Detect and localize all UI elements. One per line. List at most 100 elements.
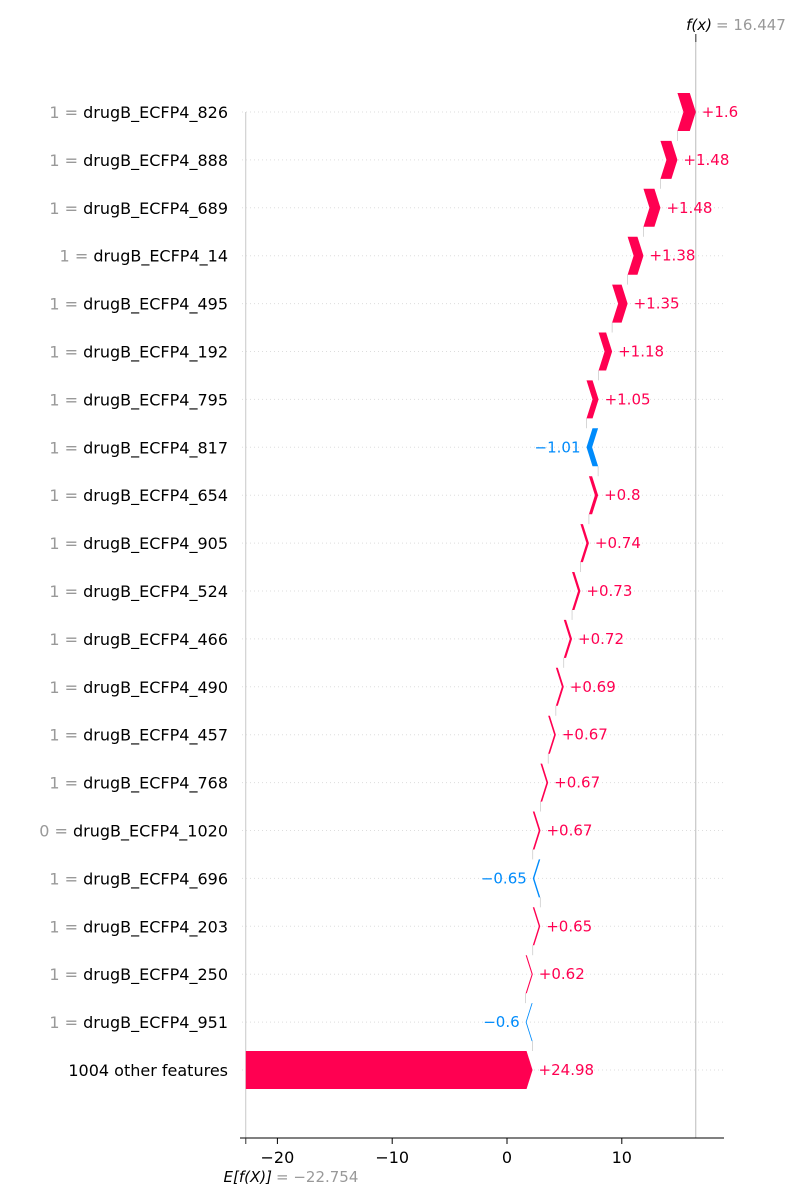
feature-name: drugB_ECFP4_768 bbox=[83, 774, 228, 794]
contribution-label: +0.67 bbox=[546, 822, 592, 840]
output-value-label: = 16.447 bbox=[716, 16, 786, 34]
feature-value: 1 = bbox=[49, 343, 83, 362]
feature-label: 1 = drugB_ECFP4_689 bbox=[49, 199, 228, 219]
feature-name: drugB_ECFP4_817 bbox=[83, 438, 228, 458]
waterfall-bar bbox=[572, 572, 581, 610]
waterfall-bar bbox=[677, 93, 696, 131]
feature-name: drugB_ECFP4_905 bbox=[83, 534, 228, 554]
feature-value: 1 = bbox=[49, 774, 83, 793]
x-tick-label: −10 bbox=[375, 1148, 409, 1167]
waterfall-bar bbox=[540, 763, 549, 802]
base-label: E[f(X)] bbox=[224, 1168, 273, 1186]
waterfall-bar bbox=[586, 380, 599, 419]
feature-name: drugB_ECFP4_696 bbox=[83, 869, 228, 889]
feature-name: drugB_ECFP4_466 bbox=[83, 630, 228, 650]
contribution-label: +0.69 bbox=[570, 678, 616, 696]
feature-value: 1 = bbox=[49, 630, 83, 649]
contribution-label: +0.72 bbox=[578, 630, 624, 648]
contribution-label: +0.74 bbox=[595, 534, 641, 552]
contribution-label: +1.18 bbox=[618, 343, 664, 361]
feature-name: drugB_ECFP4_951 bbox=[83, 1013, 228, 1033]
feature-label: 1 = drugB_ECFP4_524 bbox=[49, 582, 228, 602]
feature-value: 1 = bbox=[49, 295, 83, 314]
feature-name: drugB_ECFP4_250 bbox=[83, 965, 228, 985]
feature-name: drugB_ECFP4_654 bbox=[83, 486, 228, 506]
feature-name: drugB_ECFP4_457 bbox=[83, 726, 228, 746]
feature-label: 1 = drugB_ECFP4_888 bbox=[49, 151, 228, 171]
feature-value: 1 = bbox=[49, 726, 83, 745]
contribution-label: +1.35 bbox=[634, 295, 680, 313]
feature-label: 1 = drugB_ECFP4_192 bbox=[49, 343, 228, 363]
feature-value: 0 = bbox=[39, 822, 73, 841]
contribution-label: −0.6 bbox=[483, 1013, 519, 1031]
feature-name: drugB_ECFP4_689 bbox=[83, 199, 228, 219]
feature-name: drugB_ECFP4_14 bbox=[93, 247, 228, 267]
feature-name: drugB_ECFP4_203 bbox=[83, 917, 228, 937]
feature-value: 1 = bbox=[49, 582, 83, 601]
contribution-label: +0.65 bbox=[546, 917, 592, 935]
feature-label: 0 = drugB_ECFP4_1020 bbox=[39, 822, 228, 842]
x-tick-label: 0 bbox=[502, 1148, 512, 1167]
contribution-label: +0.73 bbox=[586, 582, 632, 600]
waterfall-bar bbox=[580, 524, 589, 563]
contribution-label: +1.38 bbox=[649, 247, 695, 265]
feature-name: drugB_ECFP4_192 bbox=[83, 343, 228, 363]
contribution-label: +1.48 bbox=[683, 151, 729, 169]
waterfall-bar bbox=[627, 236, 644, 275]
contribution-label: +24.98 bbox=[539, 1061, 595, 1079]
waterfall-bar bbox=[245, 1051, 533, 1089]
waterfall-bar bbox=[532, 907, 541, 946]
feature-value: 1 = bbox=[49, 103, 83, 122]
feature-value: 1 = bbox=[49, 1013, 83, 1032]
feature-label: 1 = drugB_ECFP4_490 bbox=[49, 678, 228, 698]
feature-label: 1004 other features bbox=[68, 1061, 228, 1080]
waterfall-bar bbox=[532, 859, 541, 898]
waterfall-bar bbox=[586, 428, 599, 467]
contribution-label: +0.8 bbox=[604, 486, 640, 504]
feature-value: 1 = bbox=[49, 534, 83, 553]
feature-value: 1 = bbox=[49, 486, 83, 505]
feature-value: 1 = bbox=[49, 390, 83, 409]
feature-value: 1 = bbox=[49, 199, 83, 218]
feature-label: 1 = drugB_ECFP4_795 bbox=[49, 390, 228, 410]
contribution-label: −1.01 bbox=[535, 438, 581, 456]
feature-label: 1 = drugB_ECFP4_457 bbox=[49, 726, 228, 746]
feature-value: 1 = bbox=[49, 869, 83, 888]
labels-layer: +1.6 1 = drugB_ECFP4_826 +1.48 1 = drugB_EC… bbox=[39, 103, 738, 1080]
feature-name: drugB_ECFP4_888 bbox=[83, 151, 228, 171]
bars-layer bbox=[245, 93, 696, 1089]
x-axis: −20 −10 0 10 bbox=[240, 1137, 724, 1167]
feature-value: 1 = bbox=[49, 917, 83, 936]
contribution-label: +0.67 bbox=[554, 774, 600, 792]
feature-label: 1 = drugB_ECFP4_203 bbox=[49, 917, 228, 937]
feature-label: 1 = drugB_ECFP4_768 bbox=[49, 774, 228, 794]
feature-label: 1 = drugB_ECFP4_495 bbox=[49, 295, 228, 315]
feature-label: 1 = drugB_ECFP4_654 bbox=[49, 486, 228, 506]
feature-label: 1 = drugB_ECFP4_826 bbox=[49, 103, 228, 123]
annotations: f(x) = 16.447 E[f(X)] = −22.754 bbox=[224, 16, 786, 1186]
contribution-label: −0.65 bbox=[481, 869, 527, 887]
x-tick-label: 10 bbox=[612, 1148, 632, 1167]
waterfall-bar bbox=[532, 811, 541, 850]
feature-label: 1 = drugB_ECFP4_951 bbox=[49, 1013, 228, 1033]
waterfall-bar bbox=[588, 476, 599, 515]
waterfall-bar bbox=[548, 715, 556, 754]
feature-name: drugB_ECFP4_524 bbox=[83, 582, 228, 602]
waterfall-bar bbox=[612, 284, 628, 323]
feature-value: 1 = bbox=[49, 965, 83, 984]
feature-name: drugB_ECFP4_1020 bbox=[73, 822, 228, 842]
feature-name: 1004 other features bbox=[68, 1061, 228, 1080]
feature-label: 1 = drugB_ECFP4_696 bbox=[49, 869, 228, 889]
feature-label: 1 = drugB_ECFP4_466 bbox=[49, 630, 228, 650]
output-label: f(x) bbox=[686, 16, 712, 34]
waterfall-bar bbox=[643, 188, 661, 227]
feature-label: 1 = drugB_ECFP4_905 bbox=[49, 534, 228, 554]
waterfall-bar bbox=[660, 140, 678, 179]
waterfall-bar bbox=[555, 667, 564, 706]
feature-label: 1 = drugB_ECFP4_817 bbox=[49, 438, 228, 458]
base-value-label: = −22.754 bbox=[276, 1168, 358, 1186]
contribution-label: +1.48 bbox=[666, 199, 712, 217]
contribution-label: +1.05 bbox=[605, 390, 651, 408]
contribution-label: +1.6 bbox=[702, 103, 738, 121]
